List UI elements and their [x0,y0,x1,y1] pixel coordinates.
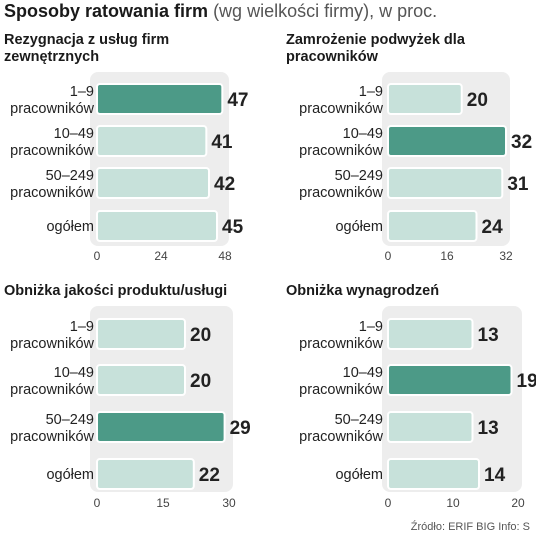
panel-title-3: Obniżka jakości produktu/usługi [4,283,228,299]
bar [96,318,186,350]
bar-value-label: 47 [227,90,248,111]
bar [387,167,504,199]
panel-title-4: Obniżka wynagrodzeń [286,283,440,299]
category-label: 10–49 [54,126,94,142]
category-label: pracowników [10,382,94,398]
bar-value-label: 45 [222,217,244,238]
category-label: 1–9 [359,84,383,100]
x-tick-label: 0 [94,496,101,510]
category-label: 50–249 [335,412,383,428]
bar-value-label: 41 [211,132,233,153]
category-label: ogółem [335,467,383,483]
panel-title-2: Zamrożenie podwyżek dla pracowników [286,32,465,65]
bar-value-label: 14 [484,465,506,486]
x-tick-label: 48 [218,249,232,263]
category-label: pracowników [299,382,383,398]
x-tick-label: 30 [222,496,236,510]
bar-value-label: 32 [511,132,532,153]
category-label: pracowników [10,336,94,352]
category-label: pracowników [299,101,383,117]
x-tick-label: 16 [440,249,454,263]
category-label: 1–9 [70,84,94,100]
bar-value-label: 13 [478,418,499,439]
x-tick-label: 20 [511,496,525,510]
bar-value-label: 20 [467,90,488,111]
bar [387,210,478,242]
bar [96,458,195,490]
category-label: 1–9 [70,319,94,335]
bar [387,83,463,115]
bar [96,83,224,115]
bar [96,125,208,157]
panel-background [382,72,510,246]
panel-background [382,306,522,492]
bar [387,458,480,490]
bar [387,411,474,443]
bar-value-label: 20 [190,325,211,346]
bar-value-label: 29 [230,418,251,439]
panel-background [90,72,229,246]
chart-title-main: Sposoby ratowania firm [4,1,209,21]
bar [96,364,186,396]
bar [387,364,513,396]
x-tick-label: 0 [385,496,392,510]
category-label: 10–49 [343,126,383,142]
x-tick-label: 10 [446,496,460,510]
category-label: 50–249 [335,168,383,184]
bar-value-label: 42 [214,174,235,195]
x-tick-label: 24 [154,249,168,263]
chart-title: Sposoby ratowania firm (wg wielkości fir… [4,1,437,22]
bar-value-label: 24 [482,217,504,238]
category-label: 10–49 [54,365,94,381]
category-label: pracowników [10,429,94,445]
x-tick-label: 32 [499,249,513,263]
category-label: ogółem [46,467,94,483]
bar-value-label: 31 [507,174,529,195]
bar-value-label: 19 [517,371,536,392]
category-label: pracowników [299,429,383,445]
category-label: ogółem [335,219,383,235]
category-label: 50–249 [46,168,94,184]
x-tick-label: 0 [94,249,101,263]
bar [96,167,210,199]
bar-value-label: 20 [190,371,211,392]
bar-value-label: 22 [199,465,220,486]
x-tick-label: 15 [156,496,170,510]
category-label: pracowników [299,185,383,201]
x-tick-label: 0 [385,249,392,263]
bar-value-label: 13 [478,325,499,346]
category-label: pracowników [10,143,94,159]
panel-title-1: Rezygnacja z usług firm zewnętrznych [4,32,170,65]
source-note: Źródło: ERIF BIG Info: S [410,521,530,533]
category-label: pracowników [299,143,383,159]
category-label: 10–49 [343,365,383,381]
bar [387,125,507,157]
bar [96,210,218,242]
category-label: 50–249 [46,412,94,428]
category-label: pracowników [10,185,94,201]
category-label: 1–9 [359,319,383,335]
category-label: pracowników [10,101,94,117]
category-label: pracowników [299,336,383,352]
chart-title-subtitle: (wg wielkości firmy), w proc. [213,1,438,21]
category-label: ogółem [46,219,94,235]
bar [96,411,226,443]
bar [387,318,474,350]
panel-background [90,306,233,492]
